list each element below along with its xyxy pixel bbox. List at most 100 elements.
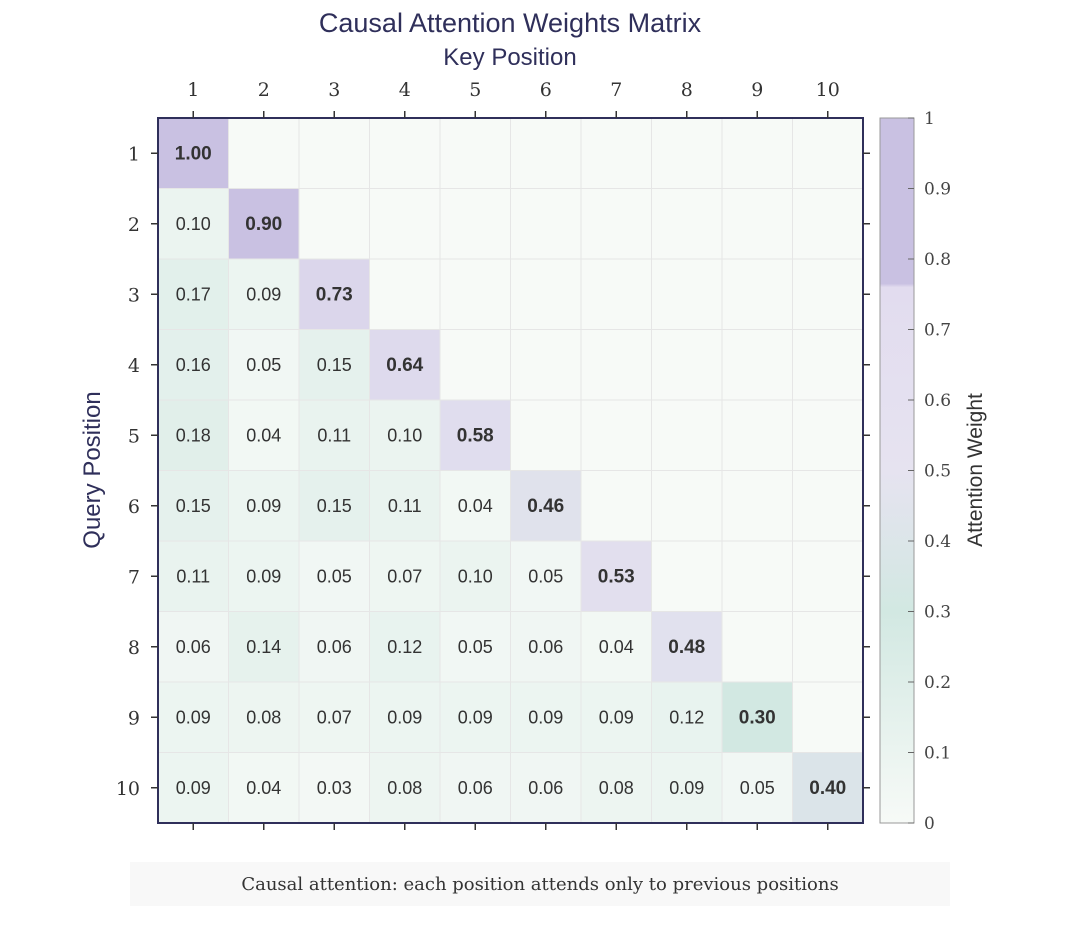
cell-value-label: 0.08 (246, 707, 281, 727)
cell-value-label: 0.07 (387, 566, 422, 586)
heatmap-cell (158, 259, 229, 330)
heatmap-cell (651, 682, 722, 753)
heatmap-cell (440, 188, 511, 259)
heatmap-cell (369, 470, 440, 541)
heatmap-cell (651, 259, 722, 330)
heatmap-cell (299, 118, 370, 189)
cell-value-label: 0.64 (386, 355, 423, 376)
chart-title: Causal Attention Weights Matrix (319, 8, 702, 38)
heatmap-cell (722, 188, 793, 259)
colorbar-title: Attention Weight (964, 393, 987, 547)
heatmap-cell (369, 259, 440, 330)
heatmap-cell (440, 259, 511, 330)
colorbar-tick-label: 0.6 (924, 391, 951, 411)
heatmap-cell (158, 329, 229, 400)
heatmap-cell (299, 329, 370, 400)
heatmap-cell (510, 541, 581, 612)
cell-value-label: 0.06 (176, 637, 211, 657)
caption: Causal attention: each position attends … (130, 862, 950, 906)
x-tick-label: 4 (399, 79, 411, 101)
heatmap-cell (581, 470, 652, 541)
cell-value-label: 0.09 (176, 707, 211, 727)
cell-value-label: 0.10 (387, 425, 422, 445)
x-tick-label: 9 (751, 79, 763, 101)
heatmap-cell (299, 682, 370, 753)
heatmap-cell (299, 188, 370, 259)
y-tick-label: 8 (128, 637, 140, 659)
cell-value-label: 0.16 (176, 355, 211, 375)
heatmap-cell (581, 752, 652, 823)
cell-value-label: 0.04 (246, 778, 281, 798)
cell-value-label: 0.09 (528, 707, 563, 727)
heatmap-cell (299, 541, 370, 612)
colorbar-tick-label: 1 (924, 109, 935, 129)
cell-value-label: 0.08 (599, 778, 634, 798)
cell-value-label: 0.04 (246, 425, 281, 445)
cell-value-label: 0.09 (458, 707, 493, 727)
heatmap-cell (722, 470, 793, 541)
cell-value-label: 0.11 (317, 425, 351, 445)
heatmap-cells (158, 118, 863, 823)
x-tick-label: 6 (540, 79, 552, 101)
heatmap-cell (792, 752, 863, 823)
cell-value-label: 0.15 (317, 496, 352, 516)
heatmap-cell (440, 611, 511, 682)
cell-value-label: 0.15 (317, 355, 352, 375)
cell-value-label: 0.73 (316, 284, 353, 305)
heatmap-cell (792, 259, 863, 330)
heatmap-cell (158, 188, 229, 259)
heatmap-cell (581, 400, 652, 471)
heatmap-cell (651, 329, 722, 400)
cell-value-label: 0.05 (740, 778, 775, 798)
heatmap-cell (369, 611, 440, 682)
heatmap-cell (722, 682, 793, 753)
cell-value-label: 0.09 (599, 707, 634, 727)
heatmap-cell (228, 752, 299, 823)
heatmap-cell (581, 259, 652, 330)
x-tick-label: 8 (681, 79, 693, 101)
heatmap-cell (722, 400, 793, 471)
cell-value-label: 0.58 (457, 425, 494, 446)
heatmap-cell (299, 470, 370, 541)
x-tick-label: 10 (816, 79, 840, 101)
cell-value-label: 0.18 (176, 425, 211, 445)
x-axis-title: Key Position (443, 44, 576, 71)
heatmap-cell (510, 470, 581, 541)
heatmap-cell (440, 752, 511, 823)
y-tick-label: 2 (128, 214, 140, 236)
cell-value-label: 0.07 (317, 707, 352, 727)
heatmap-cell (651, 541, 722, 612)
heatmap-cell (581, 611, 652, 682)
cell-value-label: 0.09 (176, 778, 211, 798)
heatmap-cell (158, 611, 229, 682)
cell-value-label: 0.11 (388, 496, 422, 516)
heatmap-cell (581, 682, 652, 753)
cell-value-label: 0.40 (809, 778, 846, 799)
y-tick-label: 4 (128, 355, 140, 377)
cell-value-label: 0.06 (317, 637, 352, 657)
colorbar-tick-label: 0.5 (924, 462, 951, 482)
heatmap-cell (228, 118, 299, 189)
heatmap-cell (722, 611, 793, 682)
colorbar-tick-label: 0.1 (924, 744, 951, 764)
y-axis-title: Query Position (79, 391, 106, 548)
cell-value-label: 0.09 (669, 778, 704, 798)
heatmap-cell (792, 329, 863, 400)
colorbar-ticks: 0 0.1 0.2 0.3 0.4 0.5 0.6 0.7 0.8 0.9 1 (908, 109, 951, 834)
colorbar-tick-label: 0.2 (924, 673, 951, 693)
heatmap-cell (510, 752, 581, 823)
y-tick-label: 6 (128, 496, 140, 518)
heatmap-cell (299, 259, 370, 330)
cell-value-label: 0.15 (176, 496, 211, 516)
x-tick-label: 3 (328, 79, 340, 101)
heatmap-cell (510, 682, 581, 753)
x-tick-label: 7 (610, 79, 622, 101)
heatmap-cell (299, 752, 370, 823)
cell-value-label: 0.06 (458, 778, 493, 798)
heatmap-cell (228, 188, 299, 259)
colorbar-tick-label: 0.9 (924, 180, 951, 200)
y-tick-label: 3 (128, 284, 140, 306)
heatmap-cell (369, 682, 440, 753)
cell-value-label: 0.09 (246, 284, 281, 304)
heatmap-cell (440, 541, 511, 612)
